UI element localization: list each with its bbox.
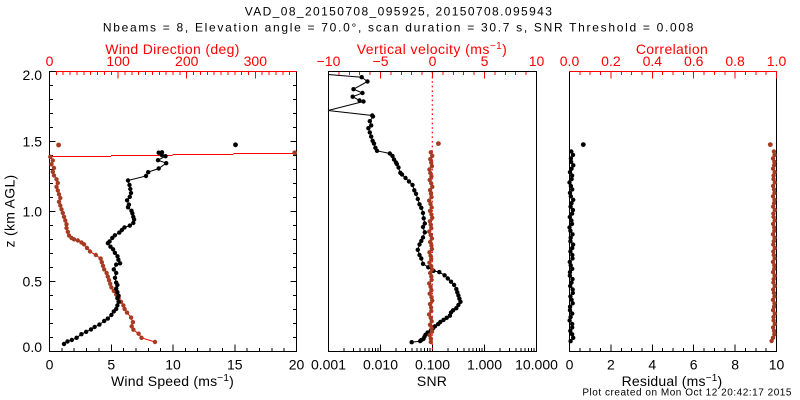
- svg-text:SNR: SNR: [417, 373, 447, 389]
- svg-text:10: 10: [165, 357, 181, 373]
- svg-text:0.5: 0.5: [23, 274, 43, 290]
- svg-text:300: 300: [244, 53, 268, 69]
- svg-text:0.0: 0.0: [560, 53, 580, 69]
- svg-text:200: 200: [175, 53, 199, 69]
- svg-text:VAD_08_20150708_095925, 201507: VAD_08_20150708_095925, 20150708.095943: [245, 5, 554, 19]
- svg-text:Vertical velocity (ms−1): Vertical velocity (ms−1): [357, 41, 508, 57]
- svg-text:0.2: 0.2: [601, 53, 621, 69]
- svg-text:15: 15: [227, 357, 243, 373]
- svg-text:0.4: 0.4: [643, 53, 663, 69]
- svg-text:0.0: 0.0: [23, 339, 43, 355]
- svg-text:Plot created on Mon Oct 12 20:: Plot created on Mon Oct 12 20:42:17 2015: [582, 388, 792, 399]
- svg-text:2: 2: [607, 357, 615, 373]
- svg-text:−10: −10: [317, 53, 341, 69]
- svg-text:0: 0: [46, 53, 54, 69]
- svg-text:8: 8: [731, 357, 739, 373]
- svg-text:6: 6: [690, 357, 698, 373]
- svg-text:5: 5: [107, 357, 115, 373]
- svg-text:0.8: 0.8: [725, 53, 745, 69]
- svg-text:0: 0: [566, 357, 574, 373]
- svg-text:5: 5: [481, 53, 489, 69]
- svg-text:1.000: 1.000: [467, 357, 502, 373]
- svg-text:100: 100: [106, 53, 130, 69]
- svg-text:Wind Direction (deg): Wind Direction (deg): [105, 41, 240, 57]
- svg-text:−5: −5: [373, 53, 389, 69]
- svg-text:Residual (ms−1): Residual (ms−1): [622, 373, 723, 389]
- svg-text:1.5: 1.5: [23, 134, 43, 150]
- svg-text:0: 0: [46, 357, 54, 373]
- svg-text:0.001: 0.001: [311, 357, 346, 373]
- svg-text:10: 10: [769, 357, 785, 373]
- svg-text:Wind Speed (ms−1): Wind Speed (ms−1): [111, 373, 234, 389]
- svg-text:0: 0: [429, 53, 437, 69]
- svg-text:1.0: 1.0: [767, 53, 787, 69]
- svg-text:10: 10: [529, 53, 545, 69]
- svg-text:1.0: 1.0: [23, 204, 43, 220]
- svg-text:10.000: 10.000: [515, 357, 558, 373]
- svg-text:0.6: 0.6: [684, 53, 704, 69]
- svg-text:Nbeams = 8, Elevation angle =: Nbeams = 8, Elevation angle = 70.0°, sca…: [103, 21, 695, 35]
- svg-text:Correlation: Correlation: [636, 41, 708, 57]
- svg-text:z (km AGL): z (km AGL): [2, 174, 18, 247]
- svg-text:4: 4: [648, 357, 656, 373]
- svg-text:2.0: 2.0: [23, 67, 43, 83]
- svg-text:0.100: 0.100: [415, 357, 450, 373]
- svg-text:0.010: 0.010: [363, 357, 398, 373]
- svg-text:20: 20: [289, 357, 305, 373]
